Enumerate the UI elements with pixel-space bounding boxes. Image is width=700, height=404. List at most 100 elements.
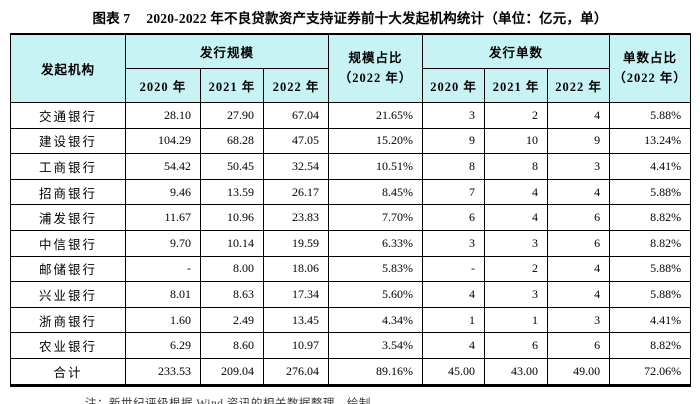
cell-count-2021: 6 — [484, 332, 549, 359]
cell-count-2021: 1 — [484, 306, 549, 334]
cell-count-share: 13.24% — [609, 127, 692, 155]
cell-count-2022: 6 — [547, 229, 611, 257]
cell-count-share: 8.82% — [609, 229, 692, 257]
cell-scale-2022: 17.34 — [262, 281, 330, 308]
cell-count-2020: 9 — [422, 127, 486, 155]
cell-scale-2021: 8.63 — [200, 281, 264, 308]
table-row: 建设银行 104.29 68.28 47.05 15.20% 9 10 9 13… — [10, 127, 692, 155]
cell-count-2020: 3 — [422, 102, 486, 129]
cell-scale-2022: 10.97 — [262, 332, 330, 359]
cell-count-share: 5.88% — [609, 102, 692, 129]
cell-scale-2020: 9.46 — [125, 178, 201, 206]
cell-bank-name: 浙商银行 — [10, 306, 126, 334]
cell-count-2020: 8 — [422, 153, 486, 180]
cell-scale-2021: 10.14 — [200, 229, 264, 257]
cell-scale-share: 3.54% — [328, 332, 424, 359]
cell-scale-share: 4.34% — [328, 306, 424, 334]
cell-total-scale-share: 89.16% — [328, 357, 424, 386]
cell-scale-2021: 13.59 — [200, 178, 264, 206]
cell-count-2021: 2 — [484, 102, 549, 129]
cell-count-2021: 4 — [484, 204, 549, 231]
cell-bank-name: 兴业银行 — [10, 281, 126, 308]
cell-scale-2020: 11.67 — [125, 204, 201, 231]
col-header-count-year-2020: 2020 年 — [422, 68, 486, 103]
cell-count-share: 5.88% — [609, 178, 692, 206]
cell-count-2022: 4 — [547, 281, 611, 308]
cell-scale-2020: 54.42 — [125, 153, 201, 180]
cell-count-2020: 4 — [422, 332, 486, 359]
col-header-count-share: 单数占比 （2022 年） — [609, 33, 692, 103]
cell-count-2022: 9 — [547, 127, 611, 155]
cell-count-share: 8.82% — [609, 204, 692, 231]
cell-scale-share: 15.20% — [328, 127, 424, 155]
cell-scale-2022: 13.45 — [262, 306, 330, 334]
cell-bank-name: 招商银行 — [10, 178, 126, 206]
table-row: 招商银行 9.46 13.59 26.17 8.45% 7 4 4 5.88% — [10, 178, 692, 206]
cell-scale-share: 8.45% — [328, 178, 424, 206]
table-body: 交通银行 28.10 27.90 67.04 21.65% 3 2 4 5.88… — [10, 102, 692, 386]
cell-bank-name: 中信银行 — [10, 229, 126, 257]
col-header-count-year-2021: 2021 年 — [484, 68, 549, 103]
cell-count-2022: 3 — [547, 153, 611, 180]
table-total-row: 合计 233.53 209.04 276.04 89.16% 45.00 43.… — [10, 357, 692, 386]
cell-scale-2022: 18.06 — [262, 255, 330, 283]
cell-scale-2021: 68.28 — [200, 127, 264, 155]
cell-scale-share: 10.51% — [328, 153, 424, 180]
cell-count-2022: 6 — [547, 204, 611, 231]
cell-count-2020: 3 — [422, 229, 486, 257]
cell-scale-2022: 47.05 — [262, 127, 330, 155]
title-text: 2020-2022 年不良贷款资产支持证券前十大发起机构统计（单位：亿元，单） — [146, 11, 608, 26]
cell-total-scale-2020: 233.53 — [125, 357, 201, 386]
table-row: 浙商银行 1.60 2.49 13.45 4.34% 1 1 3 4.41% — [10, 306, 692, 334]
cell-count-share: 8.82% — [609, 332, 692, 359]
cell-count-2022: 6 — [547, 332, 611, 359]
cell-total-label: 合计 — [10, 357, 126, 386]
figure-label: 图表 7 — [92, 11, 131, 26]
cell-count-2020: 4 — [422, 281, 486, 308]
col-header-institution: 发起机构 — [10, 33, 126, 103]
cell-count-2020: 6 — [422, 204, 486, 231]
cell-count-2020: - — [422, 255, 486, 283]
table-title: 图表 7 2020-2022 年不良贷款资产支持证券前十大发起机构统计（单位：亿元… — [0, 0, 700, 27]
cell-count-2021: 2 — [484, 255, 549, 283]
col-header-scale-year-2020: 2020 年 — [125, 68, 201, 103]
cell-bank-name: 浦发银行 — [10, 204, 126, 231]
cell-count-2020: 1 — [422, 306, 486, 334]
cell-scale-share: 5.60% — [328, 281, 424, 308]
cell-total-count-2022: 49.00 — [547, 357, 611, 386]
cell-scale-2021: 50.45 — [200, 153, 264, 180]
cell-scale-2021: 27.90 — [200, 102, 264, 129]
cell-bank-name: 邮储银行 — [10, 255, 126, 283]
cell-scale-2020: 6.29 — [125, 332, 201, 359]
cell-scale-2022: 26.17 — [262, 178, 330, 206]
cell-bank-name: 建设银行 — [10, 127, 126, 155]
table-row: 工商银行 54.42 50.45 32.54 10.51% 8 8 3 4.41… — [10, 153, 692, 180]
cell-count-2021: 4 — [484, 178, 549, 206]
col-header-count-share-line2: （2022 年） — [613, 70, 687, 85]
cell-count-2020: 7 — [422, 178, 486, 206]
table-row: 邮储银行 - 8.00 18.06 5.83% - 2 4 5.88% — [10, 255, 692, 283]
table-row: 兴业银行 8.01 8.63 17.34 5.60% 4 3 4 5.88% — [10, 281, 692, 308]
cell-scale-2022: 23.83 — [262, 204, 330, 231]
col-header-scale-year-2022: 2022 年 — [262, 68, 330, 103]
cell-scale-2021: 2.49 — [200, 306, 264, 334]
cell-scale-2021: 8.60 — [200, 332, 264, 359]
cell-scale-2021: 10.96 — [200, 204, 264, 231]
cell-count-2022: 4 — [547, 255, 611, 283]
table-row: 农业银行 6.29 8.60 10.97 3.54% 4 6 6 8.82% — [10, 332, 692, 359]
cell-count-2021: 3 — [484, 229, 549, 257]
cell-bank-name: 工商银行 — [10, 153, 126, 180]
cell-count-2021: 3 — [484, 281, 549, 308]
col-header-scale-share: 规模占比 （2022 年） — [328, 33, 424, 103]
table-header: 发起机构 发行规模 规模占比 （2022 年） 发行单数 单数占比 （2022 … — [10, 33, 692, 103]
cell-scale-2020: 1.60 — [125, 306, 201, 334]
col-header-count-year-2022: 2022 年 — [547, 68, 611, 103]
col-header-scale-year-2021: 2021 年 — [200, 68, 264, 103]
cell-count-2022: 4 — [547, 102, 611, 129]
cell-count-2022: 4 — [547, 178, 611, 206]
col-header-count-share-line1: 单数占比 — [623, 51, 678, 66]
cell-scale-2022: 32.54 — [262, 153, 330, 180]
cell-count-share: 5.88% — [609, 255, 692, 283]
cell-scale-2022: 19.59 — [262, 229, 330, 257]
